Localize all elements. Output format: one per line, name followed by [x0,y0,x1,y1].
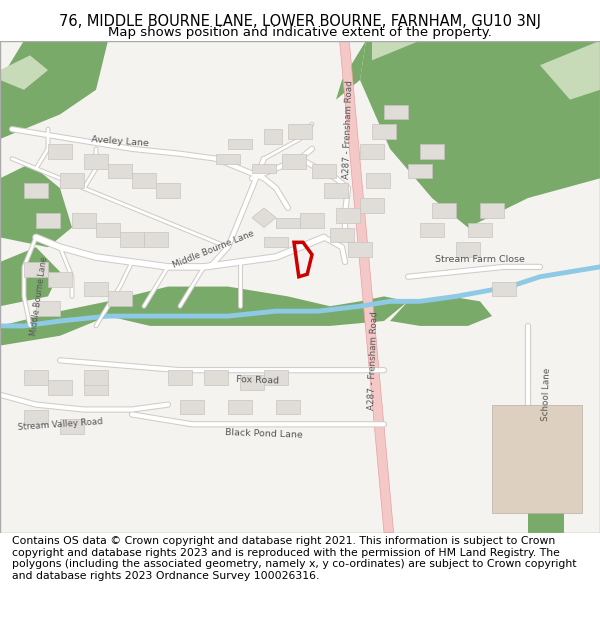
Polygon shape [420,222,444,238]
Polygon shape [312,164,336,178]
Polygon shape [336,208,360,222]
Polygon shape [252,164,276,173]
Polygon shape [480,203,504,217]
Text: School Lane: School Lane [541,368,551,421]
Text: A287 - Frensham Road: A287 - Frensham Road [343,79,355,179]
Polygon shape [492,282,516,296]
Polygon shape [528,493,564,532]
Polygon shape [24,370,48,385]
Polygon shape [204,370,228,385]
Polygon shape [228,139,252,149]
Text: Fox Road: Fox Road [236,375,280,385]
Polygon shape [528,459,576,493]
Polygon shape [264,238,288,248]
Polygon shape [324,183,348,198]
Polygon shape [366,173,390,188]
Polygon shape [0,301,108,346]
Polygon shape [276,217,300,227]
Text: Map shows position and indicative extent of the property.: Map shows position and indicative extent… [108,26,492,39]
Polygon shape [48,272,72,286]
Polygon shape [340,41,394,532]
Polygon shape [228,400,252,414]
Polygon shape [84,370,108,385]
Polygon shape [390,296,492,326]
Polygon shape [0,164,72,248]
Polygon shape [24,262,48,277]
Polygon shape [360,198,384,212]
Text: Contains OS data © Crown copyright and database right 2021. This information is : Contains OS data © Crown copyright and d… [12,536,577,581]
Text: Aveley Lane: Aveley Lane [91,135,149,148]
Text: Stream Farm Close: Stream Farm Close [435,255,525,264]
Polygon shape [36,213,60,228]
Polygon shape [240,375,264,390]
Polygon shape [456,242,480,257]
Polygon shape [84,380,108,395]
Polygon shape [144,232,168,248]
Polygon shape [372,41,420,60]
Polygon shape [372,124,396,139]
Polygon shape [300,213,324,228]
Polygon shape [84,282,108,296]
Polygon shape [360,41,600,228]
Text: Stream Valley Road: Stream Valley Road [17,417,103,432]
Polygon shape [432,203,456,217]
Polygon shape [420,144,444,159]
Polygon shape [108,286,408,326]
Polygon shape [48,380,72,395]
Polygon shape [156,183,180,198]
Polygon shape [264,370,288,385]
Polygon shape [330,228,354,242]
Polygon shape [0,248,60,306]
Polygon shape [36,301,60,316]
Polygon shape [540,41,600,99]
Polygon shape [132,173,156,188]
Polygon shape [282,154,306,169]
Text: Middle Bourne Lane: Middle Bourne Lane [171,229,255,270]
Polygon shape [0,56,48,90]
Polygon shape [408,164,432,178]
Text: Middle Bourne Lane: Middle Bourne Lane [29,256,49,336]
Polygon shape [276,400,300,414]
Polygon shape [180,400,204,414]
Polygon shape [108,291,132,306]
Text: 76, MIDDLE BOURNE LANE, LOWER BOURNE, FARNHAM, GU10 3NJ: 76, MIDDLE BOURNE LANE, LOWER BOURNE, FA… [59,14,541,29]
Polygon shape [108,164,132,178]
Polygon shape [24,183,48,198]
Polygon shape [252,208,276,227]
Polygon shape [468,222,492,238]
Polygon shape [0,41,108,139]
Polygon shape [168,370,192,385]
Text: Black Pond Lane: Black Pond Lane [225,428,303,440]
Polygon shape [492,404,582,513]
Polygon shape [96,222,120,238]
Polygon shape [84,154,108,169]
Polygon shape [24,409,48,424]
Polygon shape [60,419,84,434]
Polygon shape [60,173,84,188]
Polygon shape [384,104,408,119]
Polygon shape [360,144,384,159]
Polygon shape [264,129,282,144]
Polygon shape [48,144,72,159]
Text: A287 - Frensham Road: A287 - Frensham Road [367,311,379,410]
Polygon shape [336,41,366,99]
Polygon shape [120,232,144,248]
Polygon shape [348,242,372,257]
Polygon shape [0,56,54,99]
Polygon shape [288,124,312,139]
Polygon shape [72,213,96,228]
Polygon shape [216,154,240,164]
